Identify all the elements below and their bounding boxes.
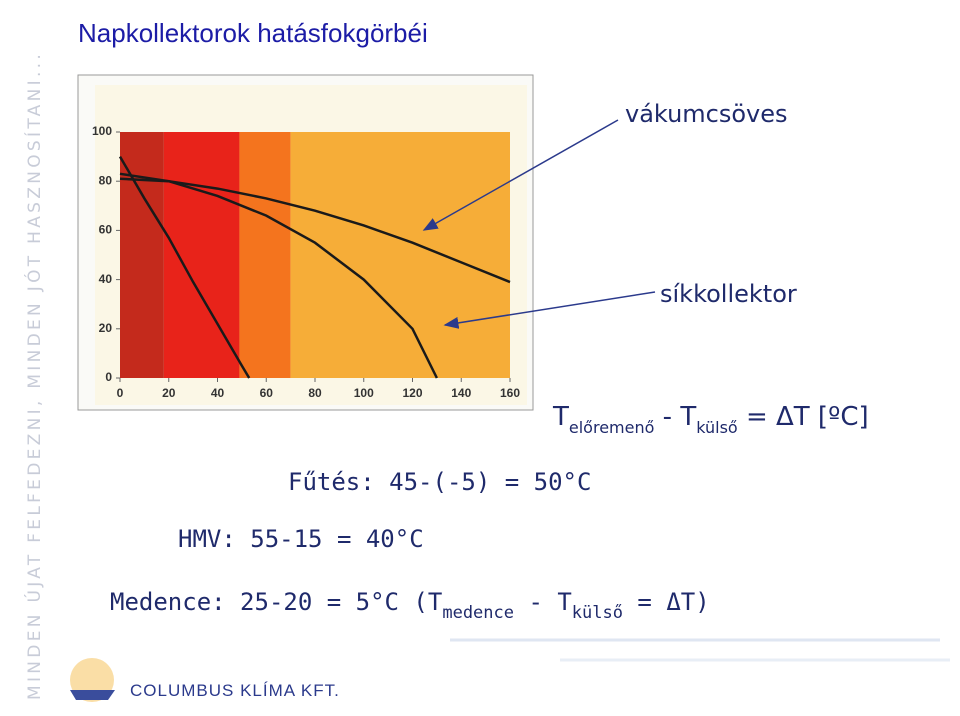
curve: [118, 155, 251, 379]
y-tick-label: 40: [99, 272, 113, 286]
x-tick-label: 100: [354, 386, 374, 400]
annotation: vákumcsöves: [625, 100, 788, 128]
band: [290, 132, 510, 378]
y-tick-label: 60: [99, 223, 113, 237]
arrow: [422, 119, 619, 231]
band: [163, 132, 240, 378]
label-part: T: [552, 402, 569, 432]
label-sub: előremenő: [569, 418, 655, 437]
x-tick-label: 0: [117, 386, 124, 400]
logo-text: COLUMBUS KLÍMA KFT.: [130, 681, 340, 700]
label-sub: külső: [696, 418, 737, 437]
curve: [119, 177, 511, 284]
band: [120, 132, 164, 378]
y-tick-label: 20: [99, 321, 113, 335]
x-tick-label: 160: [500, 386, 520, 400]
x-tick-label: 20: [162, 386, 176, 400]
heating-line: Fűtés: 45-(-5) = 50°C: [288, 468, 591, 496]
x-tick-label: 140: [451, 386, 471, 400]
label-part: - T: [654, 402, 696, 432]
y-tick-label: 100: [92, 124, 112, 138]
x-axis-label: Telőremenő - Tkülső = ΔT [ºC]: [552, 402, 869, 437]
hmv-line: HMV: 55-15 = 40°C: [178, 525, 424, 553]
text-part: Medence: 25-20 = 5°C (T: [110, 588, 442, 616]
band: [239, 132, 291, 378]
x-tick-label: 80: [308, 386, 322, 400]
label-part: = ΔT [ºC]: [738, 402, 869, 432]
text-part: = ΔT): [623, 588, 710, 616]
y-tick-label: 80: [99, 173, 113, 187]
annotation: síkkollektor: [660, 280, 797, 308]
text-sub: medence: [442, 603, 514, 623]
plot: 0 20 40 60 80 100 0 20 40 60 80 100 120 140 160: [92, 124, 520, 400]
logo-ship: [70, 690, 115, 700]
text-sub: külső: [572, 603, 623, 623]
slide-title: Napkollektorok hatásfokgörbéi: [78, 18, 428, 48]
side-text: MINDEN ÚJAT FELFEDEZNI, MINDEN JÓT HASZN…: [23, 51, 45, 700]
text-part: - T: [514, 588, 572, 616]
x-tick-label: 60: [260, 386, 274, 400]
x-tick-label: 40: [211, 386, 225, 400]
arrow: [443, 291, 656, 329]
y-tick-label: 0: [105, 370, 112, 384]
x-tick-label: 120: [402, 386, 422, 400]
pool-line: Medence: 25-20 = 5°C (Tmedence - Tkülső …: [110, 588, 710, 623]
